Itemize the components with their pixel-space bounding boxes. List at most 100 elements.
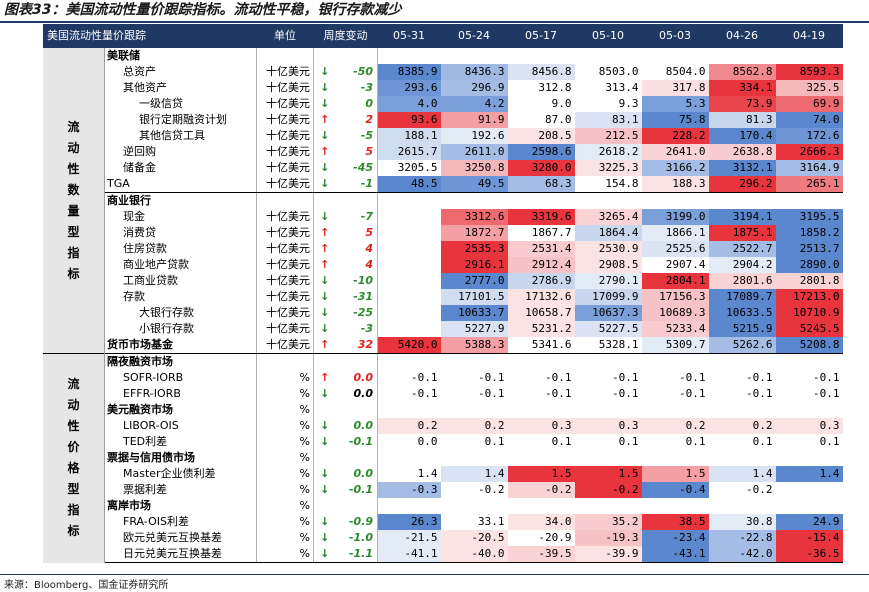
table-row: 储备金 十亿美元 ↓ -45 3205.5 3250.8 3280.0 3225.3 3166.… <box>43 160 843 176</box>
value-cell <box>776 498 843 514</box>
table-row: 其他资产 十亿美元 ↓ -3 293.6 296.9 312.8 313.4 317.8 334.… <box>43 80 843 96</box>
value-cell <box>378 193 441 210</box>
value-cell: 26.3 <box>377 514 441 530</box>
value-cell: 17213.0 <box>775 289 843 305</box>
weekly-change <box>335 192 378 209</box>
up-arrow-icon: ↑ <box>320 226 330 239</box>
table-row: 商业地产贷款 十亿美元 ↑ 4 2916.1 2912.4 2908.5 2907.4 2904… <box>43 257 843 273</box>
table-row: FRA-OIS利差% ↓ -0.9 26.3 33.1 34.0 35.2 38.5 30.8 2… <box>43 514 843 530</box>
value-cell: 5.3 <box>641 96 709 112</box>
unit-cell: % <box>256 530 314 546</box>
down-arrow-icon: ↓ <box>313 546 336 563</box>
table-row: 一级信贷 十亿美元 ↓ 0 4.0 4.2 9.0 9.3 5.3 73.9 69.9 <box>43 96 843 112</box>
value-cell: 172.6 <box>775 128 843 144</box>
value-cell <box>575 498 642 514</box>
value-cell: 4.0 <box>377 96 441 112</box>
value-cell: -39.9 <box>574 546 642 563</box>
value-cell <box>377 289 441 305</box>
row-label: 美元融资市场 <box>104 402 257 418</box>
up-arrow-icon: ↑ <box>320 242 330 255</box>
down-arrow-icon: ↓ <box>320 65 330 78</box>
value-cell: -0.1 <box>377 386 441 402</box>
value-cell: 30.8 <box>708 514 776 530</box>
value-cell: 5262.6 <box>708 337 776 354</box>
value-cell: 74.0 <box>775 112 843 128</box>
weekly-change: 32 <box>335 337 378 354</box>
value-cell: -0.2 <box>440 482 508 498</box>
value-cell <box>378 354 441 371</box>
header-name: 美国流动性量价跟踪 <box>43 24 257 48</box>
row-label: LIBOR-OIS <box>104 418 257 434</box>
down-arrow-icon: ↓ <box>320 483 330 496</box>
unit-cell: 十亿美元 <box>256 241 314 257</box>
value-cell <box>508 354 575 371</box>
down-arrow-icon: ↓ <box>320 81 330 94</box>
value-cell: 0.3 <box>574 418 642 434</box>
row-label: 票据与信用债市场 <box>104 450 257 466</box>
table-row: TGA 十亿美元 ↓ -1 48.5 49.5 68.3 154.8 188.3 296.2 265… <box>43 176 843 193</box>
value-cell: 2790.1 <box>574 273 642 289</box>
down-arrow-icon: ↓ <box>313 176 336 193</box>
weekly-change: 0.0 <box>335 466 378 482</box>
weekly-change: -5 <box>335 128 378 144</box>
value-cell: 1858.2 <box>775 225 843 241</box>
down-arrow-icon: ↓ <box>320 129 330 142</box>
unit-cell <box>256 192 314 209</box>
unit-cell: % <box>256 434 314 450</box>
value-cell <box>575 193 642 210</box>
value-cell: 212.5 <box>574 128 642 144</box>
value-cell: 0.1 <box>574 434 642 450</box>
value-cell: 0.1 <box>507 434 575 450</box>
value-cell: 3280.0 <box>507 160 575 176</box>
value-cell: 1875.1 <box>708 225 776 241</box>
value-cell: 2777.0 <box>440 273 508 289</box>
value-cell: 2912.4 <box>507 257 575 273</box>
value-cell: 8562.8 <box>708 64 776 80</box>
down-arrow-icon: ↓ <box>320 210 330 223</box>
value-cell: 8385.9 <box>377 64 441 80</box>
value-cell: 265.1 <box>775 176 843 193</box>
value-cell: 8503.0 <box>574 64 642 80</box>
value-cell: 17101.5 <box>440 289 508 305</box>
value-cell: 5227.5 <box>574 321 642 337</box>
unit-cell: % <box>256 466 314 482</box>
unit-cell: 十亿美元 <box>256 128 314 144</box>
unit-cell: 十亿美元 <box>256 112 314 128</box>
up-arrow-icon: ↑ <box>320 371 330 384</box>
row-label: 离岸市场 <box>104 498 257 514</box>
value-cell: 0.1 <box>775 434 843 450</box>
weekly-change: -0.9 <box>335 514 378 530</box>
value-cell: 75.8 <box>641 112 709 128</box>
value-cell <box>441 193 508 210</box>
unit-cell: 十亿美元 <box>256 64 314 80</box>
table-row: 逆回购 十亿美元 ↑ 5 2615.7 2611.0 2598.6 2618.2 2641.0 2… <box>43 144 843 160</box>
table-row: EFFR-IORB% ↓ 0.0 -0.1 -0.1 -0.1 -0.1 -0.1 -0.1 -0… <box>43 386 843 402</box>
value-cell: -0.1 <box>775 386 843 402</box>
value-cell <box>441 48 508 64</box>
value-cell: 5233.4 <box>641 321 709 337</box>
weekly-change: 0.0 <box>335 386 378 402</box>
value-cell: -43.1 <box>641 546 709 563</box>
unit-cell: 十亿美元 <box>256 160 314 176</box>
value-cell <box>377 241 441 257</box>
unit-cell <box>256 48 314 64</box>
value-cell: 3265.4 <box>574 209 642 225</box>
weekly-change: 5 <box>335 144 378 160</box>
value-cell: 8436.3 <box>440 64 508 80</box>
weekly-change <box>335 402 378 418</box>
value-cell: 81.3 <box>708 112 776 128</box>
value-cell: 10633.5 <box>708 305 776 321</box>
value-cell: 1.4 <box>440 466 508 482</box>
unit-cell: 十亿美元 <box>256 273 314 289</box>
unit-cell: % <box>256 418 314 434</box>
value-cell: 1872.7 <box>440 225 508 241</box>
down-arrow-icon <box>314 450 336 466</box>
value-cell: 2513.7 <box>775 241 843 257</box>
row-label: 商业银行 <box>104 192 257 209</box>
value-cell: -0.3 <box>377 482 441 498</box>
unit-cell: 十亿美元 <box>256 96 314 112</box>
value-cell <box>441 450 508 466</box>
value-cell <box>508 450 575 466</box>
weekly-change: 0 <box>335 96 378 112</box>
value-cell: 2908.5 <box>574 257 642 273</box>
